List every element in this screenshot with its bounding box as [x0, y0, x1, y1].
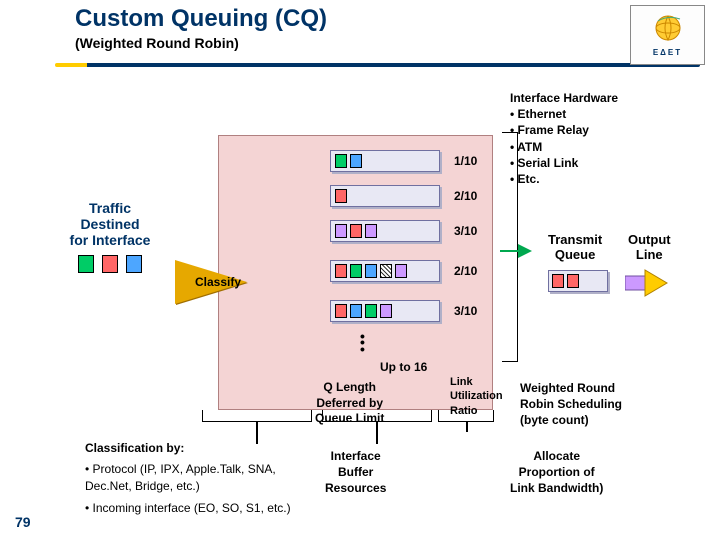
packet-icon: [126, 255, 142, 273]
ihw-item: • ATM: [510, 139, 618, 155]
packet-icon: [350, 224, 362, 238]
classification-bullet: • Incoming interface (EO, SO, S1, etc.): [85, 500, 315, 517]
transmit-queue-label: Transmit Queue: [548, 232, 602, 262]
packet-icon: [350, 264, 362, 278]
output-arrow-icon: [625, 268, 680, 303]
queue-ratio: 2/10: [454, 264, 477, 278]
classify-label: Classify: [195, 275, 241, 289]
queue-ratio: 1/10: [454, 154, 477, 168]
queue-box: [330, 185, 440, 207]
ihw-heading: Interface Hardware: [510, 90, 618, 106]
bracket-icon: [202, 410, 312, 422]
packet-icon: [380, 304, 392, 318]
page-title: Custom Queuing (CQ): [75, 5, 327, 33]
grnet-logo: ΕΔΕΤ: [630, 5, 705, 65]
queue-box: [330, 150, 440, 172]
queue-ratio: 2/10: [454, 189, 477, 203]
packet-icon: [335, 154, 347, 168]
packet-icon: [350, 304, 362, 318]
incoming-packets: [78, 255, 142, 273]
globe-icon: [648, 13, 688, 48]
packet-icon: [335, 264, 347, 278]
packet-icon: [102, 255, 118, 273]
wrr-scheduling-label: Weighted Round Robin Scheduling (byte co…: [520, 380, 622, 429]
wrr-bracket: [502, 132, 518, 362]
page-subtitle: (Weighted Round Robin): [75, 35, 239, 51]
packet-icon: [365, 224, 377, 238]
queue-row: 2/10: [330, 260, 477, 282]
ihw-item: • Serial Link: [510, 155, 618, 171]
packet-icon: [365, 264, 377, 278]
arrow-right-icon: [518, 244, 532, 258]
output-line-label: Output Line: [628, 232, 671, 262]
queue-ratio: 3/10: [454, 304, 477, 318]
queue-box: [330, 220, 440, 242]
classification-heading: Classification by:: [85, 440, 315, 457]
connector-line: [466, 422, 468, 432]
wrr-arrow-line: [500, 250, 520, 252]
classification-bullet: • Protocol (IP, IPX, Apple.Talk, SNA, De…: [85, 461, 315, 495]
classification-by-block: Classification by: • Protocol (IP, IPX, …: [85, 440, 315, 517]
ihw-item: • Frame Relay: [510, 122, 618, 138]
page-number: 79: [15, 514, 31, 530]
queue-row: 1/10: [330, 150, 477, 172]
packet-icon: [567, 274, 579, 288]
transmit-queue-box: [548, 270, 608, 292]
bracket-icon: [438, 410, 494, 422]
bracket-icon: [322, 410, 432, 422]
interface-hardware-list: Interface Hardware • Ethernet • Frame Re…: [510, 90, 618, 187]
queue-row: 3/10: [330, 220, 477, 242]
packet-icon: [350, 154, 362, 168]
packet-icon: [380, 264, 392, 278]
queue-row: 3/10: [330, 300, 477, 322]
queue-box: [330, 260, 440, 282]
interface-buffer-resources-label: Interface Buffer Resources: [325, 448, 386, 497]
packet-icon: [78, 255, 94, 273]
queue-box: [330, 300, 440, 322]
packet-icon: [335, 189, 347, 203]
title-divider: [55, 63, 700, 67]
packet-icon: [365, 304, 377, 318]
packet-icon: [335, 224, 347, 238]
logo-text: ΕΔΕΤ: [653, 48, 682, 57]
up-to-label: Up to 16: [380, 360, 427, 374]
ihw-item: • Ethernet: [510, 106, 618, 122]
connector-line: [376, 422, 378, 444]
packet-icon: [335, 304, 347, 318]
allocate-proportion-label: Allocate Proportion of Link Bandwidth): [510, 448, 603, 497]
queue-row: 2/10: [330, 185, 477, 207]
ihw-item: • Etc.: [510, 171, 618, 187]
traffic-destined-label: Traffic Destined for Interface: [55, 200, 165, 248]
packet-icon: [552, 274, 564, 288]
packet-icon: [395, 264, 407, 278]
queue-ratio: 3/10: [454, 224, 477, 238]
ellipsis-icon: •••: [360, 333, 365, 352]
